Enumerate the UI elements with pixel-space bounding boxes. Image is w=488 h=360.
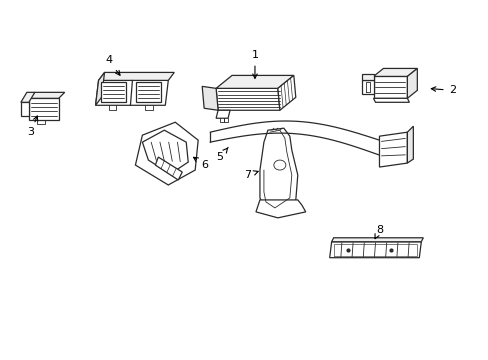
Polygon shape — [202, 86, 218, 110]
Polygon shape — [373, 98, 408, 102]
Polygon shape — [373, 68, 416, 76]
Polygon shape — [361, 80, 373, 94]
Polygon shape — [373, 76, 407, 98]
Polygon shape — [331, 238, 423, 242]
Polygon shape — [21, 102, 29, 116]
Text: 2: 2 — [430, 85, 455, 95]
Polygon shape — [329, 242, 421, 258]
Polygon shape — [379, 132, 407, 167]
Polygon shape — [155, 157, 182, 180]
Text: 7: 7 — [244, 170, 258, 180]
Polygon shape — [101, 82, 126, 102]
Text: 1: 1 — [251, 50, 258, 78]
Polygon shape — [407, 126, 412, 163]
Polygon shape — [95, 72, 104, 105]
Polygon shape — [135, 122, 198, 185]
Polygon shape — [260, 128, 297, 212]
Polygon shape — [255, 200, 305, 218]
Text: 3: 3 — [27, 116, 38, 137]
Polygon shape — [136, 82, 161, 102]
Polygon shape — [29, 98, 59, 120]
Polygon shape — [216, 75, 293, 88]
Text: 8: 8 — [374, 225, 382, 239]
Polygon shape — [407, 68, 416, 98]
Text: 6: 6 — [193, 157, 208, 170]
Text: 5: 5 — [216, 147, 228, 162]
Polygon shape — [99, 72, 174, 80]
Polygon shape — [21, 92, 35, 102]
Polygon shape — [95, 80, 168, 105]
Polygon shape — [277, 75, 295, 110]
Polygon shape — [216, 110, 229, 118]
Polygon shape — [216, 88, 279, 110]
Polygon shape — [142, 130, 188, 174]
Text: 4: 4 — [105, 55, 120, 75]
Polygon shape — [361, 75, 373, 80]
Polygon shape — [29, 92, 64, 98]
